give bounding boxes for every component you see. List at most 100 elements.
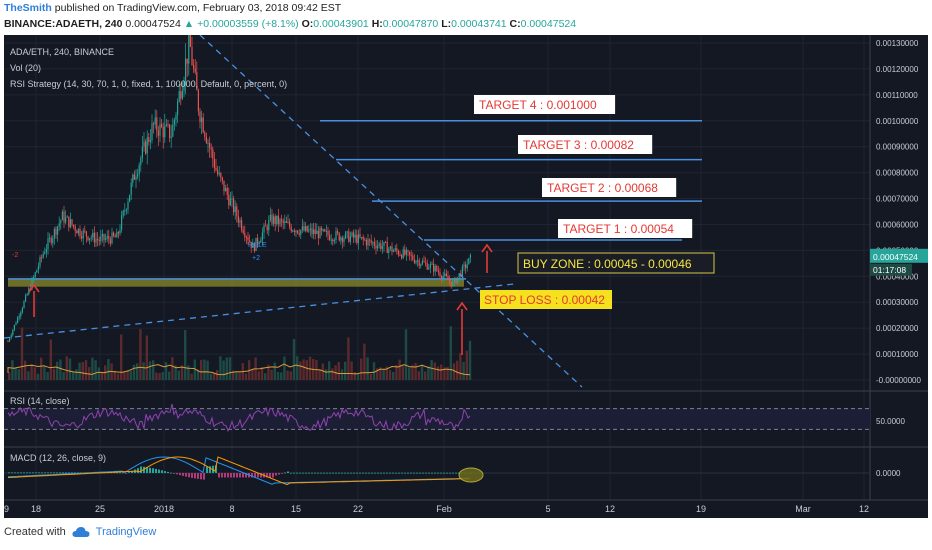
- volume-bar: [379, 367, 382, 380]
- candle-body: [348, 231, 350, 242]
- candle-body: [372, 242, 374, 244]
- time-tick-label: 25: [95, 504, 105, 514]
- candle-body: [21, 308, 23, 313]
- macd-histogram-bar: [59, 472, 61, 474]
- candle-body: [282, 220, 284, 224]
- volume-bar: [264, 373, 267, 380]
- price-tick-label: 0.00080000: [876, 169, 919, 178]
- candle-body: [213, 158, 215, 169]
- candle-body: [141, 146, 143, 159]
- chart-canvas[interactable]: TARGET 4 : 0.001000 TARGET 3 : 0.00082 TAR…: [4, 35, 928, 518]
- candle-body: [271, 214, 273, 224]
- macd-histogram-bar: [116, 472, 118, 474]
- macd-histogram-bar: [449, 472, 451, 474]
- macd-histogram-bar: [35, 472, 37, 474]
- candle-body: [193, 64, 195, 69]
- candle-body: [237, 216, 239, 223]
- macd-histogram-bar: [377, 472, 379, 474]
- candle-body: [269, 214, 271, 220]
- macd-histogram-bar: [335, 472, 337, 474]
- volume-bar: [136, 363, 139, 380]
- macd-histogram-bar: [320, 472, 322, 474]
- candle-body: [330, 239, 332, 241]
- volume-bar: [382, 369, 385, 380]
- candle-body: [15, 322, 17, 325]
- tradingview-link[interactable]: TradingView: [95, 526, 157, 538]
- candle-body: [290, 226, 292, 232]
- high-value: 0.00047870: [382, 18, 439, 30]
- macd-histogram-bar: [287, 471, 289, 473]
- candle-body: [42, 253, 44, 258]
- candle-body: [209, 142, 211, 148]
- candle-body: [109, 239, 111, 244]
- candle-body: [417, 260, 419, 262]
- candle-body: [137, 174, 139, 177]
- strategy-mark: -2: [12, 252, 18, 259]
- candle-body: [129, 194, 131, 202]
- price-tick-label: 0.00060000: [876, 220, 919, 229]
- candle-body: [177, 101, 179, 116]
- volume-bar: [81, 362, 84, 380]
- macd-histogram-bar: [26, 472, 28, 474]
- candle-body: [431, 263, 433, 265]
- volume-bar: [238, 372, 241, 380]
- macd-histogram-bar: [209, 466, 211, 473]
- volume-bar: [139, 329, 142, 380]
- volume-bar: [283, 356, 286, 380]
- volume-bar: [318, 369, 321, 380]
- volume-bar: [462, 361, 465, 380]
- candle-body: [399, 254, 401, 256]
- macd-histogram-bar: [404, 472, 406, 474]
- macd-histogram-bar: [173, 473, 175, 474]
- candle-body: [159, 123, 161, 136]
- candle-body: [381, 246, 383, 249]
- candle-body: [13, 324, 15, 330]
- macd-histogram-bar: [71, 472, 73, 474]
- publish-text: published on TradingView.com, February 0…: [54, 2, 342, 14]
- candle-body: [356, 235, 358, 244]
- author-link[interactable]: TheSmith: [4, 2, 52, 14]
- candle-body: [175, 115, 177, 120]
- candle-body: [410, 254, 412, 256]
- candle-body: [117, 232, 119, 234]
- candle-body: [220, 173, 222, 178]
- rsi-line: [7, 403, 471, 432]
- candle-body: [242, 229, 244, 233]
- macd-histogram-bar: [356, 472, 358, 474]
- candle-body: [377, 245, 379, 249]
- candle-body: [12, 329, 14, 335]
- volume-bar: [417, 371, 420, 380]
- candle-body: [194, 68, 196, 73]
- support-trendline: [4, 283, 515, 339]
- candle-body: [439, 272, 441, 277]
- volume-bar: [65, 356, 68, 380]
- candle-body: [149, 140, 151, 142]
- macd-histogram-bar: [74, 472, 76, 474]
- candle-body: [33, 277, 35, 280]
- high-label: H:: [371, 18, 383, 30]
- candle-body: [66, 216, 68, 218]
- volume-bar: [222, 360, 225, 380]
- macd-histogram-bar: [368, 472, 370, 474]
- candle-body: [333, 240, 335, 242]
- volume-bar: [17, 369, 20, 380]
- candle-body: [161, 123, 163, 128]
- macd-histogram-bar: [392, 472, 394, 474]
- candle-body: [85, 231, 87, 237]
- macd-tick-label: 0.0000: [876, 469, 901, 478]
- tradingview-cloud-icon: [72, 527, 90, 537]
- candle-body: [50, 237, 52, 244]
- candle-body: [415, 261, 417, 263]
- macd-histogram-bar: [446, 472, 448, 474]
- candle-body: [218, 173, 220, 175]
- candle-body: [37, 266, 39, 271]
- candle-body: [77, 228, 79, 234]
- candle-body: [252, 243, 254, 248]
- chart-panel[interactable]: TARGET 4 : 0.001000 TARGET 3 : 0.00082 TAR…: [4, 35, 928, 518]
- time-tick-label: 19: [4, 504, 9, 514]
- macd-histogram-bar: [239, 473, 241, 478]
- price-tick-label: 0.00090000: [876, 143, 919, 152]
- macd-histogram-bar: [419, 472, 421, 474]
- volume-bar: [142, 362, 145, 380]
- candle-body: [329, 235, 331, 240]
